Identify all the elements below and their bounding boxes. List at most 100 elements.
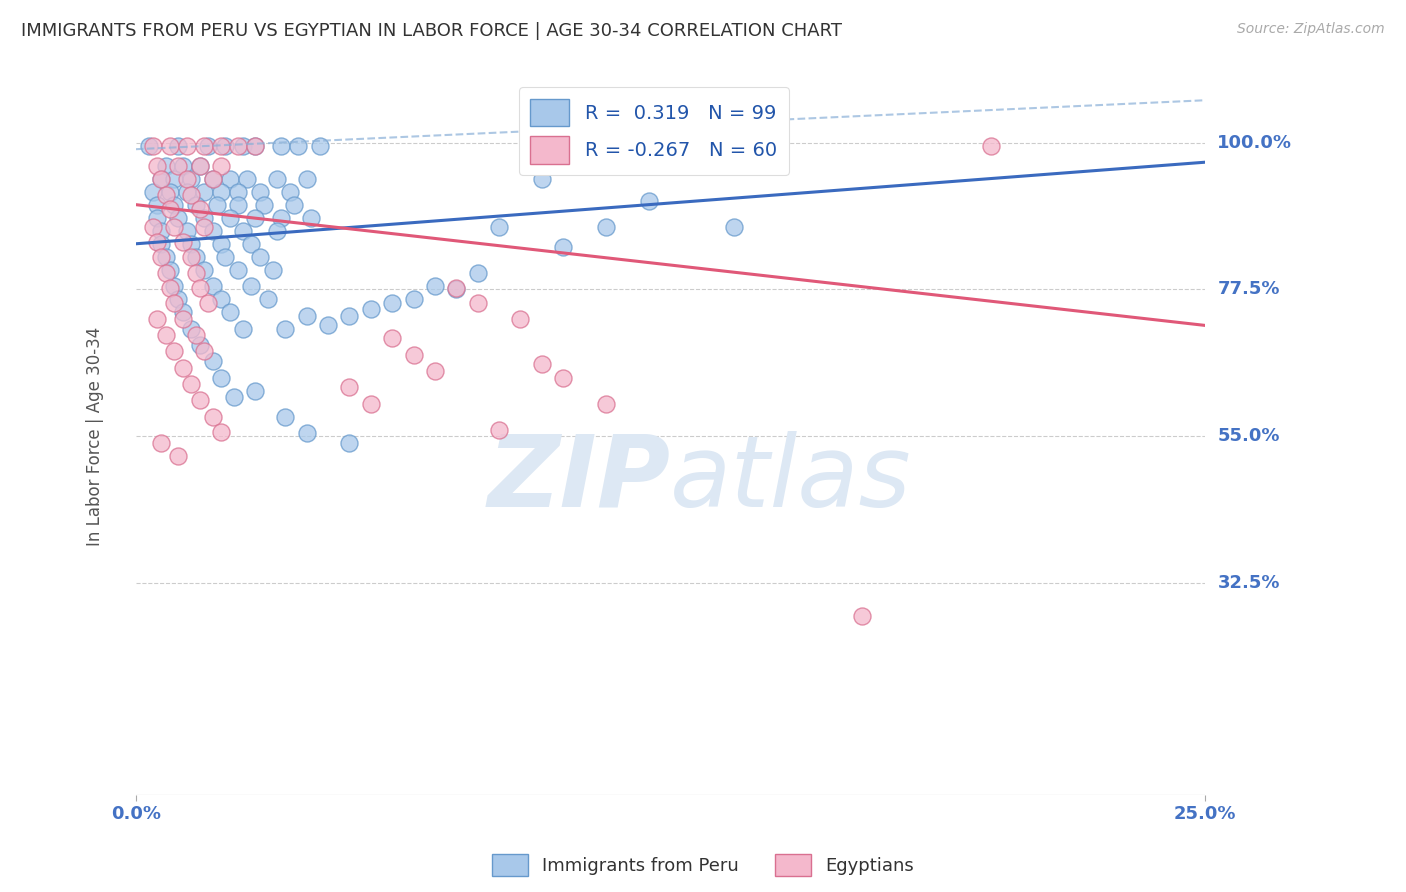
Point	[167, 449, 190, 463]
Point	[232, 321, 254, 335]
Point	[155, 250, 177, 264]
Point	[637, 194, 659, 209]
Point	[209, 139, 232, 153]
Point	[467, 266, 489, 280]
Point	[146, 197, 169, 211]
Point	[595, 220, 617, 235]
Point	[146, 159, 169, 173]
Point	[287, 139, 309, 153]
Point	[381, 331, 404, 345]
Point	[172, 360, 194, 375]
Legend: R =  0.319   N = 99, R = -0.267   N = 60: R = 0.319 N = 99, R = -0.267 N = 60	[519, 87, 789, 175]
Point	[232, 224, 254, 238]
Point	[249, 185, 271, 199]
Point	[226, 263, 249, 277]
Point	[155, 266, 177, 280]
Point	[270, 211, 292, 225]
Point	[205, 197, 228, 211]
Point	[155, 328, 177, 343]
Point	[180, 187, 202, 202]
Point	[530, 171, 553, 186]
Point	[159, 263, 181, 277]
Point	[278, 185, 301, 199]
Point	[245, 139, 267, 153]
Point	[226, 185, 249, 199]
Point	[193, 220, 215, 235]
Point	[245, 384, 267, 398]
Point	[197, 295, 219, 310]
Point	[214, 250, 236, 264]
Point	[299, 211, 322, 225]
Point	[339, 309, 361, 323]
Point	[218, 305, 240, 319]
Point	[159, 280, 181, 294]
Point	[209, 425, 232, 440]
Point	[360, 301, 382, 316]
Point	[188, 202, 211, 217]
Point	[142, 220, 165, 235]
Point	[295, 171, 318, 186]
Point	[209, 292, 232, 306]
Point	[142, 139, 165, 153]
Point	[180, 250, 202, 264]
Point	[188, 338, 211, 352]
Point	[167, 211, 190, 225]
Text: In Labor Force | Age 30-34: In Labor Force | Age 30-34	[86, 326, 104, 546]
Point	[222, 390, 245, 404]
Point	[308, 139, 330, 153]
Point	[446, 283, 468, 297]
Point	[339, 435, 361, 450]
Point	[201, 354, 224, 368]
Point	[180, 321, 202, 335]
Point	[295, 309, 318, 323]
Point	[245, 139, 267, 153]
Point	[167, 159, 190, 173]
Point	[188, 159, 211, 173]
Text: 77.5%: 77.5%	[1218, 280, 1279, 299]
Point	[226, 197, 249, 211]
Point	[193, 139, 215, 153]
Text: atlas: atlas	[671, 431, 911, 528]
Point	[155, 159, 177, 173]
Point	[218, 171, 240, 186]
Point	[155, 187, 177, 202]
Point	[193, 185, 215, 199]
Point	[188, 393, 211, 408]
Point	[150, 171, 173, 186]
Point	[723, 220, 745, 235]
Point	[138, 139, 160, 153]
Point	[274, 409, 297, 424]
Point	[184, 266, 207, 280]
Point	[184, 328, 207, 343]
Point	[249, 250, 271, 264]
Point	[163, 197, 186, 211]
Point	[209, 185, 232, 199]
Point	[150, 250, 173, 264]
Point	[209, 159, 232, 173]
Point	[176, 139, 198, 153]
Point	[142, 185, 165, 199]
Point	[150, 236, 173, 251]
Point	[236, 171, 259, 186]
Point	[193, 211, 215, 225]
Point	[176, 171, 198, 186]
Point	[226, 139, 249, 153]
Point	[184, 197, 207, 211]
Point	[163, 220, 186, 235]
Text: ZIP: ZIP	[486, 431, 671, 528]
Point	[159, 202, 181, 217]
Point	[176, 224, 198, 238]
Point	[553, 240, 575, 254]
Text: IMMIGRANTS FROM PERU VS EGYPTIAN IN LABOR FORCE | AGE 30-34 CORRELATION CHART: IMMIGRANTS FROM PERU VS EGYPTIAN IN LABO…	[21, 22, 842, 40]
Point	[488, 423, 510, 437]
Point	[172, 305, 194, 319]
Point	[851, 608, 873, 623]
Point	[146, 311, 169, 326]
Point	[193, 344, 215, 359]
Point	[509, 311, 531, 326]
Point	[232, 139, 254, 153]
Point	[218, 211, 240, 225]
Point	[201, 279, 224, 293]
Point	[176, 185, 198, 199]
Point	[201, 224, 224, 238]
